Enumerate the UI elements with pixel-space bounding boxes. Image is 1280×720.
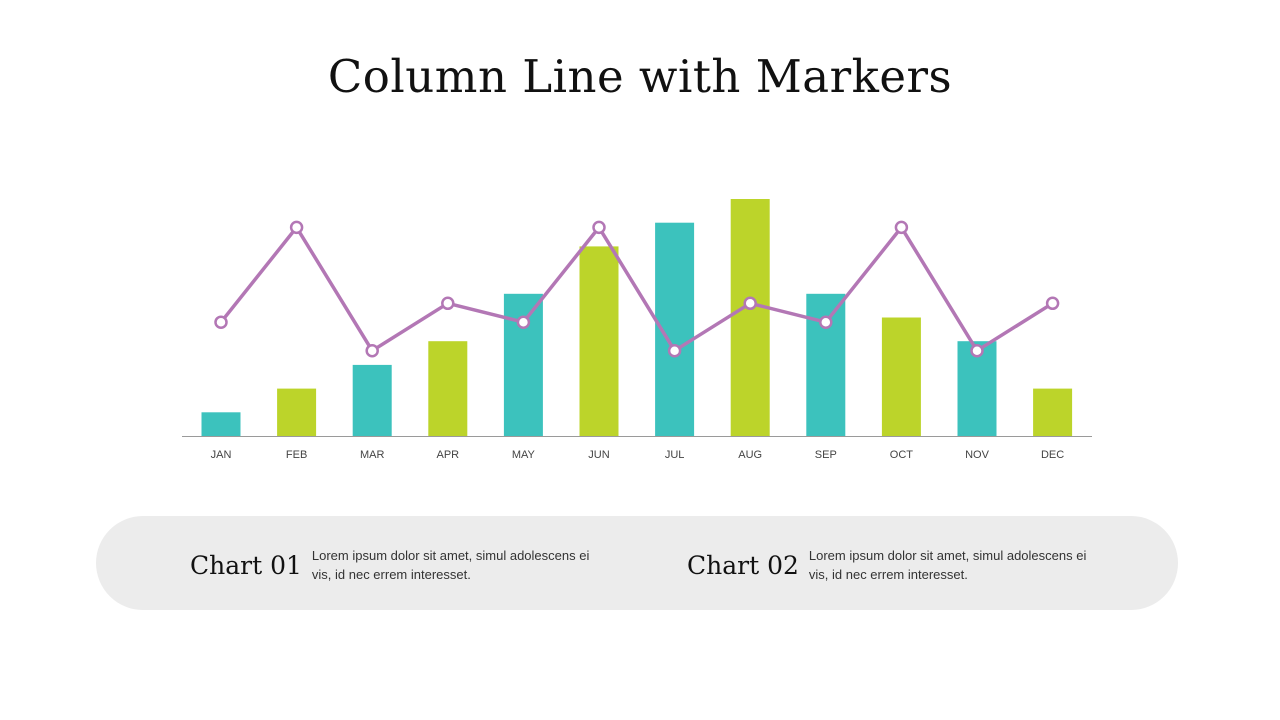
- line-marker-oct: [894, 220, 909, 235]
- chart-02-card: Chart 02 Lorem ipsum dolor sit amet, sim…: [687, 546, 1099, 584]
- bar-apr: [428, 341, 468, 436]
- line-marker-feb: [289, 220, 304, 235]
- tick-label-nov: NOV: [965, 449, 990, 461]
- tick-label-oct: OCT: [890, 449, 914, 461]
- line-marker-sep: [819, 315, 833, 329]
- bar-jan: [201, 412, 241, 436]
- chart-02-title: Chart 02: [687, 550, 799, 580]
- bar-mar: [352, 364, 392, 436]
- line-marker-may: [516, 315, 531, 329]
- bar-feb: [277, 388, 317, 436]
- bar-may: [503, 293, 543, 436]
- tick-label-apr: APR: [436, 449, 459, 461]
- tick-label-jul: JUL: [665, 449, 685, 461]
- chart-01-description: Lorem ipsum dolor sit amet, simul adoles…: [311, 548, 590, 582]
- line-marker-jan: [214, 315, 228, 329]
- line-path: [219, 225, 1054, 353]
- tick-label-feb: FEB: [286, 449, 307, 461]
- tick-label-aug: AUG: [738, 449, 762, 461]
- summary-band: [96, 516, 1178, 610]
- line-marker-dec: [1045, 296, 1060, 311]
- bar-aug: [730, 199, 770, 436]
- bar-dec: [1033, 388, 1073, 436]
- x-tick-labels: JAN FEB MAR APR MAY JUN JUL AUG SEP OCT NOV DEC: [211, 449, 1065, 461]
- bar-sep: [806, 293, 846, 436]
- chart-02-description: Lorem ipsum dolor sit amet, simul adoles…: [808, 548, 1087, 582]
- line-marker-jun: [592, 220, 606, 235]
- bar-oct: [881, 317, 921, 436]
- line-marker-nov: [970, 343, 984, 358]
- line-marker-mar: [365, 343, 379, 358]
- tick-label-sep: SEP: [815, 449, 837, 461]
- bar-series: [201, 199, 1073, 436]
- tick-label-may: MAY: [512, 449, 536, 461]
- line-marker-jul: [667, 343, 682, 358]
- tick-label-jun: JUN: [588, 449, 609, 461]
- tick-label-mar: MAR: [360, 449, 385, 461]
- slide-title: Column Line with Markers: [327, 50, 953, 103]
- chart-01-title: Chart 01: [190, 550, 302, 580]
- tick-label-jan: JAN: [211, 449, 232, 461]
- line-series: [214, 220, 1060, 358]
- chart-01-card: Chart 01 Lorem ipsum dolor sit amet, sim…: [190, 546, 602, 584]
- bar-jun: [579, 246, 619, 436]
- line-marker-aug: [743, 296, 757, 311]
- tick-label-dec: DEC: [1041, 449, 1064, 461]
- line-marker-apr: [441, 296, 455, 311]
